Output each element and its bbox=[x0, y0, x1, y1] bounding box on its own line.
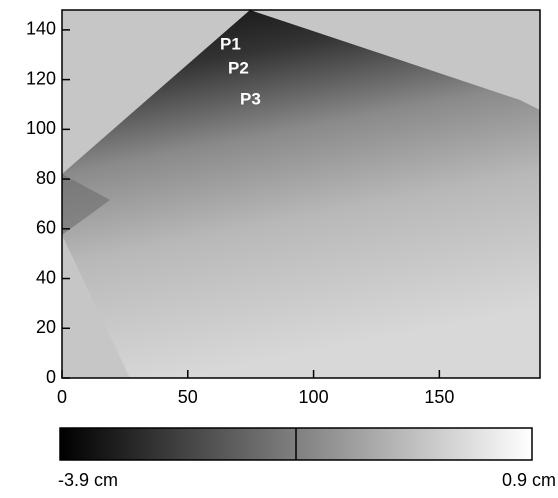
annotation: P3 bbox=[240, 89, 261, 108]
plot-frame bbox=[61, 9, 541, 379]
x-tick-label: 150 bbox=[424, 387, 454, 407]
heatmap-shade bbox=[62, 174, 110, 235]
colorbar-label: 0.9 cm bbox=[502, 470, 556, 490]
y-tick-label: 100 bbox=[26, 118, 56, 138]
y-tick-label: 60 bbox=[36, 218, 56, 238]
colorbar-label: -3.9 cm bbox=[58, 470, 118, 490]
y-tick-label: 40 bbox=[36, 267, 56, 287]
x-tick-label: 50 bbox=[178, 387, 198, 407]
y-tick-label: 120 bbox=[26, 68, 56, 88]
y-tick-label: 0 bbox=[46, 367, 56, 387]
annotation: P1 bbox=[220, 34, 241, 53]
x-tick-label: 100 bbox=[299, 387, 329, 407]
heatmap-field bbox=[62, 10, 540, 378]
annotation: P2 bbox=[228, 58, 249, 77]
y-tick-label: 80 bbox=[36, 168, 56, 188]
x-tick-label: 0 bbox=[57, 387, 67, 407]
y-tick-label: 140 bbox=[26, 19, 56, 39]
y-tick-label: 20 bbox=[36, 317, 56, 337]
